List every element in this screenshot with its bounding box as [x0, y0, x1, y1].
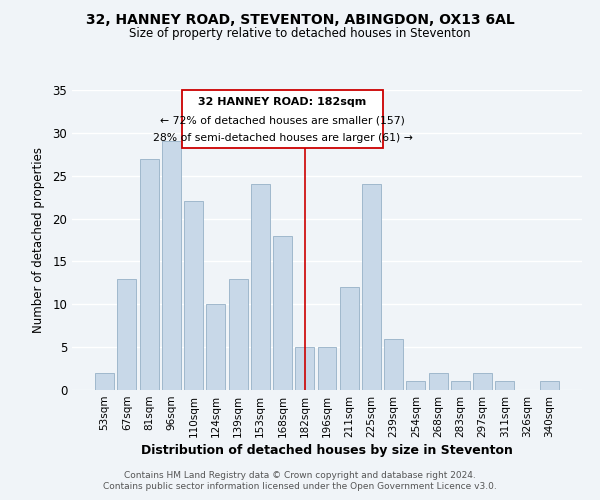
Bar	[496, 382, 514, 390]
X-axis label: Distribution of detached houses by size in Steventon: Distribution of detached houses by size …	[141, 444, 513, 457]
Text: ← 72% of detached houses are smaller (157): ← 72% of detached houses are smaller (15…	[160, 116, 405, 126]
Bar	[273, 236, 292, 390]
Text: Contains HM Land Registry data © Crown copyright and database right 2024.: Contains HM Land Registry data © Crown c…	[124, 471, 476, 480]
Y-axis label: Number of detached properties: Number of detached properties	[32, 147, 46, 333]
Bar	[340, 287, 359, 390]
Bar	[251, 184, 270, 390]
Bar	[317, 347, 337, 390]
Bar	[362, 184, 381, 390]
Text: 28% of semi-detached houses are larger (61) →: 28% of semi-detached houses are larger (…	[152, 133, 412, 143]
Bar	[206, 304, 225, 390]
Bar	[540, 382, 559, 390]
Text: Contains public sector information licensed under the Open Government Licence v3: Contains public sector information licen…	[103, 482, 497, 491]
Bar	[473, 373, 492, 390]
Bar	[184, 202, 203, 390]
Text: 32, HANNEY ROAD, STEVENTON, ABINGDON, OX13 6AL: 32, HANNEY ROAD, STEVENTON, ABINGDON, OX…	[86, 12, 514, 26]
Bar	[384, 338, 403, 390]
Bar	[406, 382, 425, 390]
Bar	[295, 347, 314, 390]
Bar	[140, 158, 158, 390]
Bar	[162, 142, 181, 390]
Bar	[118, 278, 136, 390]
Text: Size of property relative to detached houses in Steventon: Size of property relative to detached ho…	[129, 28, 471, 40]
Bar	[229, 278, 248, 390]
Bar	[429, 373, 448, 390]
Text: 32 HANNEY ROAD: 182sqm: 32 HANNEY ROAD: 182sqm	[199, 97, 367, 107]
Bar	[451, 382, 470, 390]
FancyBboxPatch shape	[182, 90, 383, 148]
Bar	[95, 373, 114, 390]
